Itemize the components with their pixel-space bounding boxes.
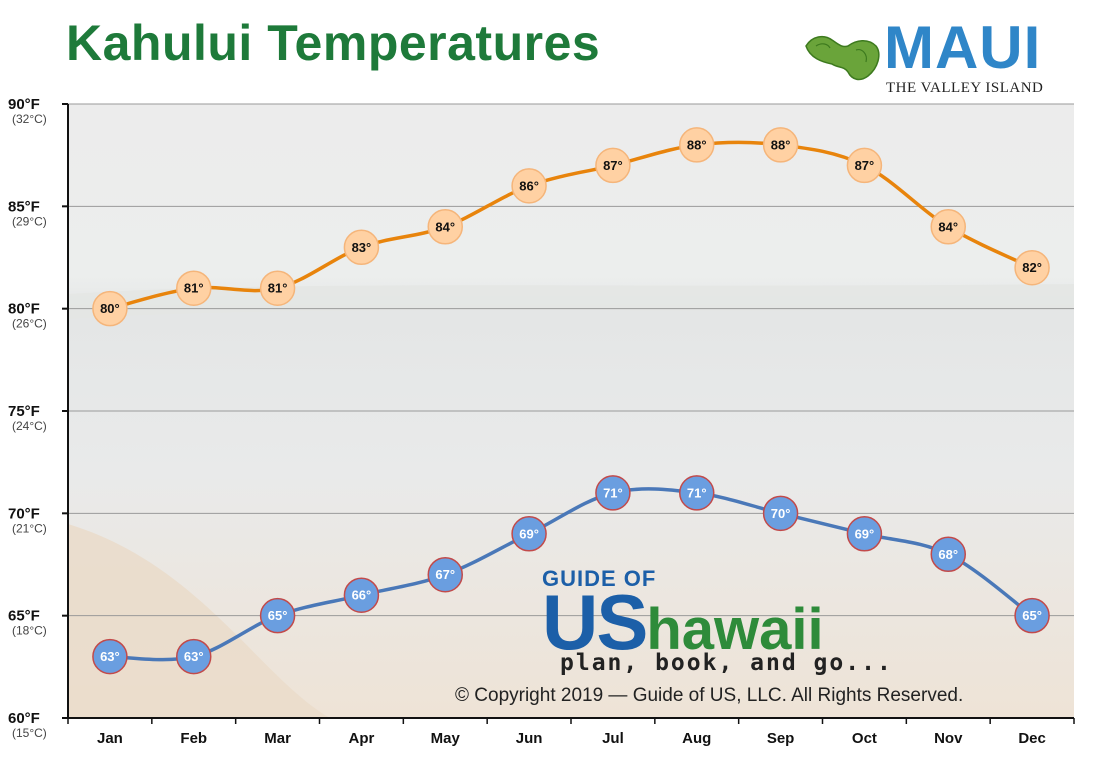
low-data-point	[427, 556, 463, 593]
high-data-point	[679, 127, 715, 163]
y-tick-label-celsius: (21°C)	[12, 521, 47, 535]
low-data-label: 69°	[519, 526, 539, 541]
x-tick-label: Oct	[852, 730, 877, 747]
x-tick-label: Apr	[348, 730, 374, 747]
low-data-label: 68°	[938, 547, 958, 562]
high-data-point	[176, 270, 212, 306]
high-data-label: 83°	[352, 240, 372, 255]
low-data-label: 71°	[687, 485, 707, 500]
x-tick-label: Mar	[264, 730, 291, 747]
x-tick-label: Dec	[1018, 730, 1046, 747]
high-data-point	[846, 147, 883, 184]
y-tick-label: 70°F	[8, 505, 40, 522]
x-tick-label: Aug	[682, 730, 711, 747]
low-data-label: 69°	[855, 526, 875, 541]
x-tick-label: Nov	[934, 730, 963, 747]
y-tick-label: 85°F	[8, 198, 40, 215]
low-data-label: 65°	[1022, 608, 1042, 623]
low-data-point	[846, 516, 883, 552]
high-data-point	[511, 168, 547, 204]
high-data-label: 82°	[1022, 260, 1042, 275]
low-data-point	[92, 638, 128, 675]
high-data-label: 87°	[855, 158, 875, 173]
y-tick-label-celsius: (32°C)	[12, 112, 47, 126]
maui-logo-subtitle: THE VALLEY ISLAND	[886, 80, 1044, 96]
high-data-label: 81°	[268, 281, 288, 296]
y-tick-label-celsius: (24°C)	[12, 419, 47, 433]
chart-title: Kahului Temperatures	[66, 15, 601, 71]
high-data-label: 80°	[100, 301, 120, 316]
x-tick-label: Jan	[97, 730, 123, 747]
sand-area	[68, 524, 330, 718]
y-tick-label-celsius: (26°C)	[12, 317, 47, 331]
hawaii-text: hawaii	[646, 597, 824, 662]
x-tick-label: May	[431, 730, 461, 747]
low-data-point	[176, 638, 212, 675]
high-data-point	[762, 127, 799, 163]
ushawaii-logo: UShawaii	[542, 582, 824, 685]
maui-island-icon	[805, 35, 880, 81]
low-data-point	[1014, 597, 1050, 634]
low-data-point	[762, 495, 799, 532]
x-tick-label: Sep	[767, 730, 795, 747]
series-layer: 80° 81° 81° 83° 84° 86° 87° 88° 88° 87° 84° 82° 63° 6…	[92, 127, 1050, 675]
high-data-label: 84°	[938, 219, 958, 234]
high-data-point	[343, 229, 380, 266]
low-data-label: 71°	[603, 485, 623, 500]
low-data-point	[679, 475, 715, 511]
y-tick-label: 80°F	[8, 301, 40, 318]
us-text: US	[542, 578, 648, 666]
low-data-label: 63°	[184, 649, 204, 664]
high-data-point	[92, 290, 128, 327]
low-data-point	[595, 475, 631, 511]
shoreline	[68, 284, 1074, 319]
x-tick-label: Jun	[516, 730, 543, 747]
low-data-point	[511, 516, 547, 552]
y-tick-label: 75°F	[8, 403, 40, 420]
high-data-label: 88°	[687, 137, 707, 152]
low-data-point	[343, 577, 380, 613]
y-tick-label-celsius: (29°C)	[12, 214, 47, 228]
high-data-label: 88°	[771, 137, 791, 152]
high-data-point	[595, 147, 631, 184]
tagline: plan, book, and go...	[560, 650, 893, 676]
x-tick-label: Jul	[602, 730, 624, 747]
high-data-point	[427, 209, 463, 245]
low-data-label: 65°	[268, 608, 288, 623]
high-data-label: 81°	[184, 281, 204, 296]
high-data-label: 86°	[519, 178, 539, 193]
low-data-label: 67°	[435, 567, 455, 582]
y-tick-label: 65°F	[8, 608, 40, 625]
low-data-label: 66°	[352, 588, 372, 603]
low-data-point	[930, 536, 966, 573]
low-data-point	[259, 597, 296, 634]
y-tick-label: 60°F	[8, 710, 40, 727]
high-data-point	[930, 209, 966, 245]
copyright-notice: © Copyright 2019 — Guide of US, LLC. All…	[455, 685, 964, 706]
y-tick-label: 90°F	[8, 96, 40, 113]
x-tick-label: Feb	[180, 730, 207, 747]
y-tick-label-celsius: (15°C)	[12, 726, 47, 740]
high-data-label: 84°	[435, 219, 455, 234]
axes: 90°F(32°C) 85°F(29°C) 80°F(26°C) 75°F(24°C)…	[8, 96, 1075, 747]
high-data-point	[1014, 249, 1050, 286]
maui-logo-word: MAUI	[884, 14, 1042, 81]
high-data-label: 87°	[603, 158, 623, 173]
low-data-label: 63°	[100, 649, 120, 664]
low-data-label: 70°	[771, 506, 791, 521]
y-tick-label-celsius: (18°C)	[12, 624, 47, 638]
high-data-point	[259, 270, 296, 306]
guide-of-text: GUIDE OF	[542, 566, 657, 591]
